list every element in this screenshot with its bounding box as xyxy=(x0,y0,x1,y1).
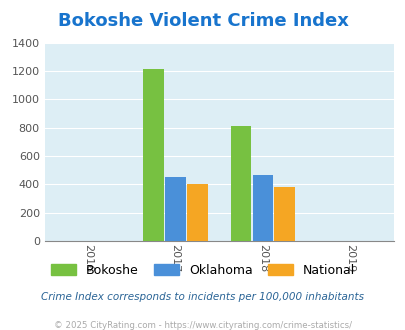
Text: Bokoshe Violent Crime Index: Bokoshe Violent Crime Index xyxy=(58,12,347,30)
Bar xyxy=(230,126,251,241)
Bar xyxy=(274,187,294,241)
Text: © 2025 CityRating.com - https://www.cityrating.com/crime-statistics/: © 2025 CityRating.com - https://www.city… xyxy=(54,321,351,330)
Legend: Bokoshe, Oklahoma, National: Bokoshe, Oklahoma, National xyxy=(46,259,359,282)
Text: Crime Index corresponds to incidents per 100,000 inhabitants: Crime Index corresponds to incidents per… xyxy=(41,292,364,302)
Bar xyxy=(143,69,164,241)
Bar xyxy=(187,184,207,241)
Bar xyxy=(165,177,185,241)
Bar xyxy=(252,175,273,241)
